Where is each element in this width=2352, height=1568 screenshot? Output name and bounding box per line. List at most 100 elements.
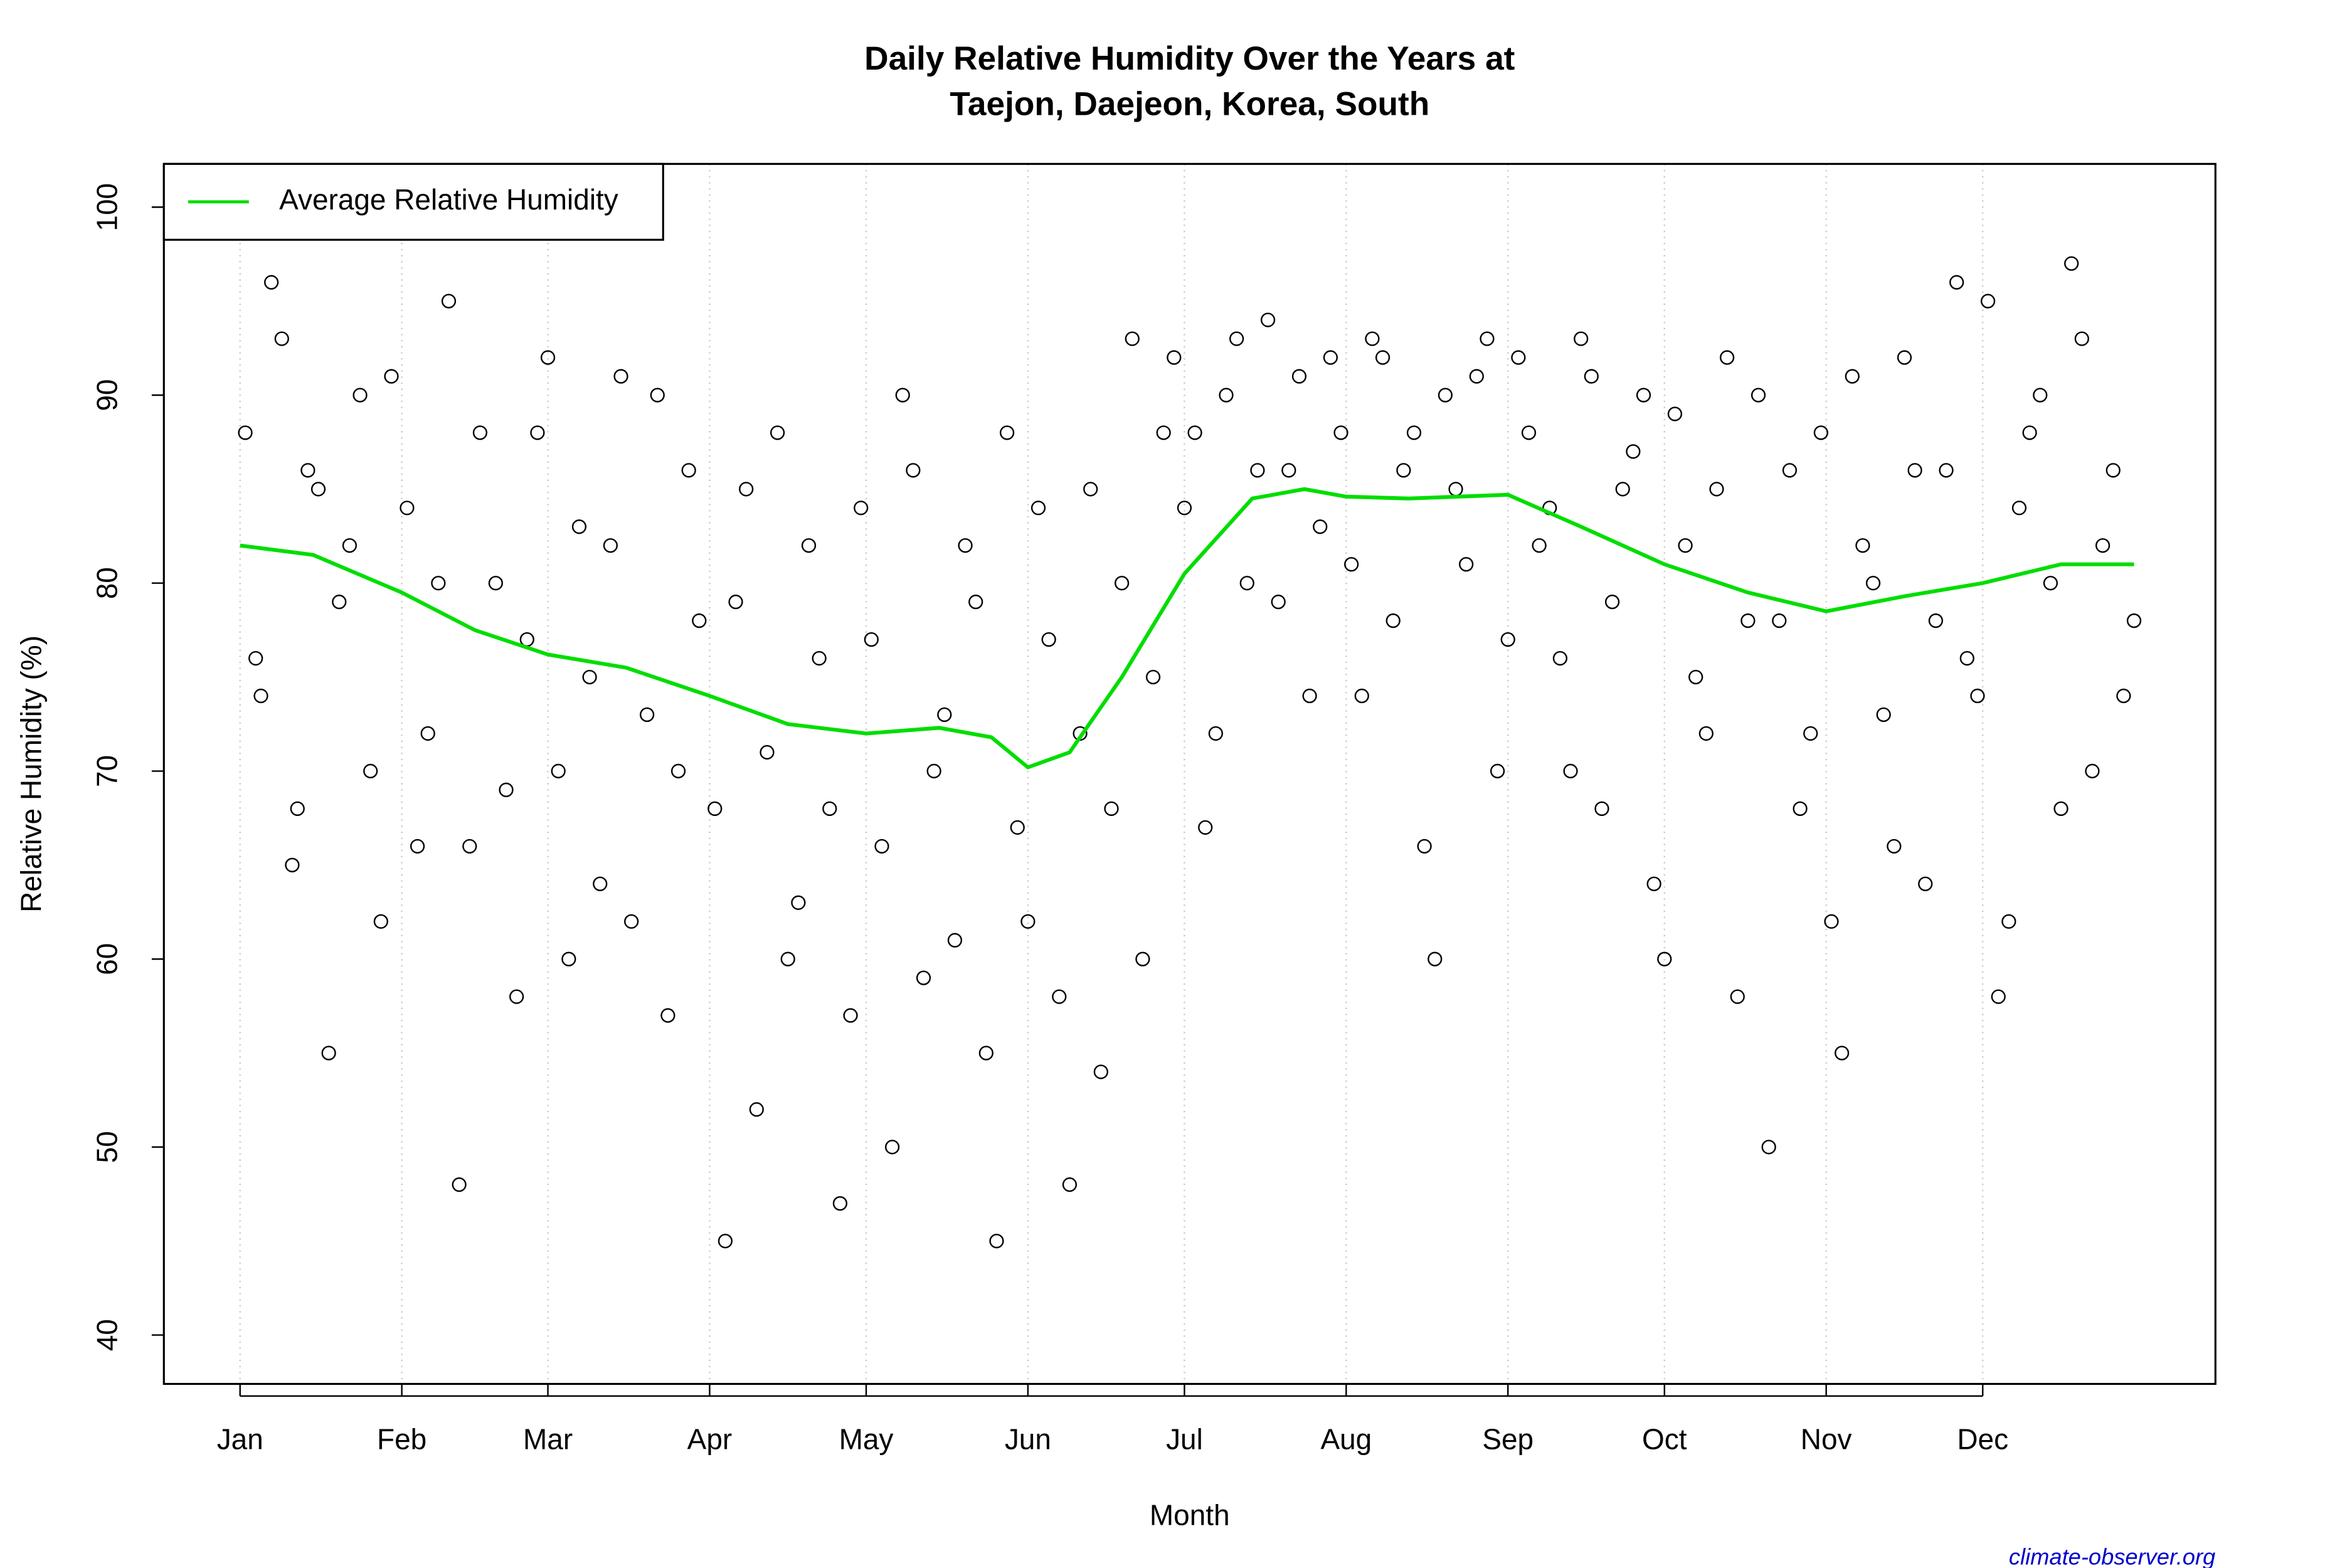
y-tick-label: 90 [90,379,123,411]
data-point [1302,688,1317,704]
data-point [2001,914,2016,929]
data-point [1396,463,1411,478]
x-tick-label: Aug [1320,1423,1372,1456]
data-point [1615,482,1630,497]
data-point [728,595,743,610]
data-point [2022,425,2037,440]
data-point [1845,369,1860,384]
data-point [968,595,983,610]
data-point [832,1196,848,1211]
x-tick-label: Oct [1642,1423,1687,1456]
data-point [681,463,696,478]
data-point [1855,538,1870,553]
data-point [1678,538,1693,553]
data-point [384,369,399,384]
x-tick-label: Jul [1166,1423,1203,1456]
data-point [1876,707,1891,723]
data-point [780,951,795,967]
data-point [1574,331,1589,346]
data-point [2106,463,2121,478]
data-point [342,538,358,553]
data-point [321,1046,336,1061]
data-point [1062,1177,1078,1192]
data-point [593,876,608,891]
data-point [509,989,524,1004]
data-point [1208,726,1223,741]
x-tick-label: Dec [1957,1423,2008,1456]
data-point [530,425,545,440]
data-point [1626,444,1641,459]
data-point [749,1102,764,1117]
data-point [264,275,279,290]
data-point [238,425,253,440]
data-point [1865,576,1881,591]
data-point [1740,613,1756,628]
y-tick-label: 100 [90,183,123,231]
data-point [2011,501,2027,516]
data-point [540,350,556,365]
data-point [1667,406,1683,421]
data-point [978,1046,993,1061]
data-point [1239,576,1254,591]
y-tick-label: 70 [90,755,123,787]
data-point [1250,463,1265,478]
data-point [1469,369,1484,384]
x-tick-label: Jun [1005,1423,1051,1456]
data-point [707,801,723,816]
data-point [1772,613,1787,628]
legend: Average Relative Humidity [162,162,664,241]
data-point [937,707,952,723]
data-point [947,933,963,948]
data-point [1698,726,1714,741]
data-point [310,482,326,497]
data-point [854,501,869,516]
data-point [1991,989,2006,1004]
data-point [1313,519,1328,534]
data-point [285,857,300,872]
data-point [760,744,775,760]
x-axis-label: Month [1150,1499,1230,1532]
source-link[interactable]: climate-observer.org [2009,1544,2215,1568]
data-point [926,763,941,779]
data-point [462,839,477,854]
data-point [1980,294,1996,309]
data-point [812,650,827,666]
data-point [884,1140,900,1155]
data-point [1260,312,1276,327]
data-point [1041,632,1056,647]
data-point [1646,876,1661,891]
data-point [1793,801,1808,816]
data-point [1688,669,1703,685]
data-point [1333,425,1348,440]
data-point [1354,688,1369,704]
data-point [300,463,315,478]
data-point [2085,763,2100,779]
data-point [1604,595,1620,610]
data-point [1887,839,1902,854]
data-point [1657,951,1672,967]
data-point [1219,388,1234,403]
data-point [1167,350,1182,365]
data-point [1459,557,1474,572]
data-point [452,1177,467,1192]
data-point [2074,331,2089,346]
data-point [1198,820,1213,835]
y-tick-label: 60 [90,943,123,975]
data-point [1104,801,1119,816]
x-tick-label: Feb [377,1423,426,1456]
y-axis-label: Relative Humidity (%) [14,635,47,913]
data-point [1761,1140,1776,1155]
data-point [561,951,576,967]
data-point [1813,425,1828,440]
data-point [1000,425,1015,440]
data-point [2053,801,2069,816]
data-point [1030,501,1046,516]
data-point [1949,275,1964,290]
chart-title: Taejon, Daejeon, Korea, South [950,85,1429,122]
data-point [1177,501,1192,516]
data-point [801,538,817,553]
data-point [431,576,446,591]
y-tick-label: 40 [90,1319,123,1351]
data-point [1594,801,1609,816]
